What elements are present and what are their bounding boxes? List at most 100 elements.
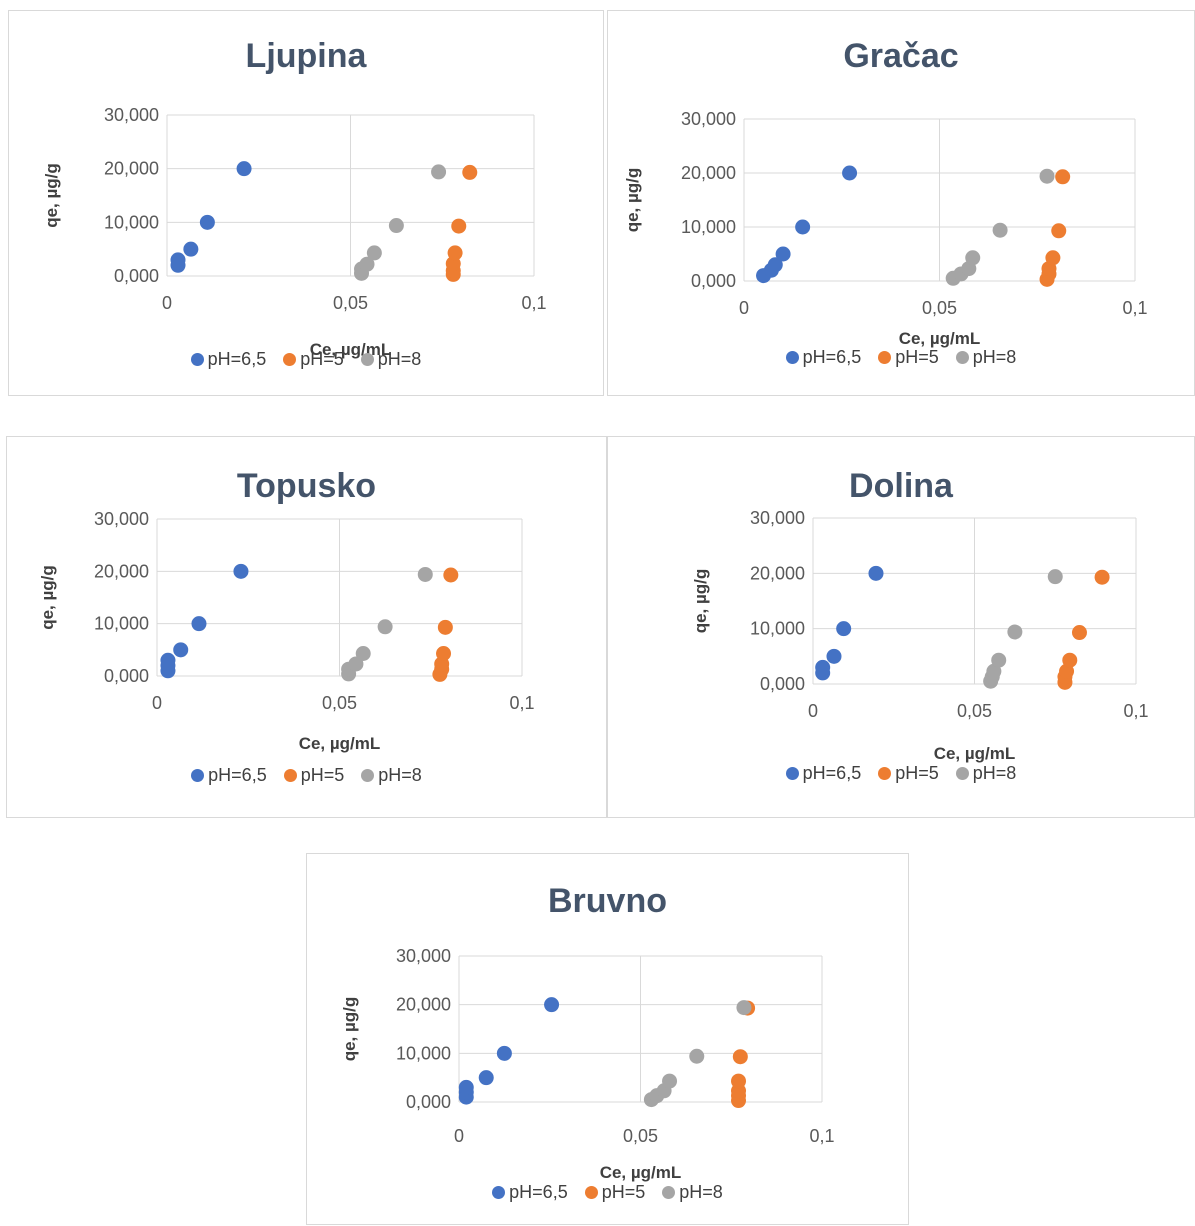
data-point bbox=[377, 619, 393, 635]
legend: pH=6,5 pH=5 pH=8 bbox=[608, 763, 1194, 784]
data-point bbox=[170, 252, 186, 268]
chart-panel-bruvno: Bruvno 0,000 10,000 20,000 30,000 0 0,05 0,1 Ce… bbox=[306, 853, 909, 1225]
data-point bbox=[355, 645, 371, 661]
x-tick-label: 0,1 bbox=[509, 693, 534, 713]
y-axis-title: qe, µg/g bbox=[42, 163, 61, 228]
legend-item-ph8: pH=8 bbox=[955, 763, 1016, 784]
legend-marker-ph8 bbox=[955, 351, 969, 364]
y-tick-label: 30,000 bbox=[750, 508, 805, 528]
legend-marker-ph5 bbox=[878, 767, 892, 780]
data-point bbox=[1047, 569, 1063, 585]
data-point bbox=[173, 642, 189, 658]
plot-area: 0,000 10,000 20,000 30,000 0 0,05 0,1 Ce, µg/mL… bbox=[623, 109, 1148, 348]
x-axis-title: Ce, µg/mL bbox=[299, 734, 381, 753]
chart-panel-gracac: Gračac 0,000 10,000 20,000 30,000 0 0,05 0,1 Ce… bbox=[607, 10, 1195, 396]
y-tick-label: 10,000 bbox=[396, 1043, 451, 1063]
data-point bbox=[437, 619, 453, 635]
x-tick-label: 0,05 bbox=[623, 1126, 658, 1146]
legend-marker-ph65 bbox=[785, 767, 799, 780]
y-tick-label: 20,000 bbox=[94, 561, 149, 581]
y-tick-label: 30,000 bbox=[681, 109, 736, 129]
legend-item-ph65: pH=6,5 bbox=[191, 765, 267, 786]
x-tick-label: 0 bbox=[152, 693, 162, 713]
legend-marker-ph65 bbox=[785, 351, 799, 364]
legend-item-ph5: pH=5 bbox=[584, 1182, 645, 1203]
data-point bbox=[478, 1070, 494, 1086]
data-point bbox=[436, 645, 452, 661]
data-point bbox=[992, 222, 1008, 238]
chart-title: Gračac bbox=[843, 37, 959, 75]
plot-area: 0,000 10,000 20,000 30,000 0 0,05 0,1 Ce, µg/mL… bbox=[38, 509, 535, 753]
legend-item-ph5: pH=5 bbox=[878, 763, 939, 784]
data-point bbox=[431, 164, 447, 180]
data-point bbox=[662, 1073, 678, 1089]
data-point bbox=[348, 656, 364, 672]
data-point bbox=[462, 164, 478, 180]
legend-marker-ph5 bbox=[878, 351, 892, 364]
y-axis-title: qe, µg/g bbox=[340, 997, 359, 1062]
legend-item-ph5: pH=5 bbox=[878, 347, 939, 368]
y-axis-title: qe, µg/g bbox=[691, 569, 710, 634]
x-tick-label: 0 bbox=[739, 298, 749, 318]
plot-area: 0,000 10,000 20,000 30,000 0 0,05 0,1 Ce, µg/mL… bbox=[340, 946, 835, 1182]
x-tick-label: 0,1 bbox=[809, 1126, 834, 1146]
legend-marker-ph8 bbox=[360, 353, 374, 366]
legend-marker-ph8 bbox=[955, 767, 969, 780]
y-tick-label: 10,000 bbox=[681, 217, 736, 237]
legend-marker-ph65 bbox=[492, 1186, 506, 1199]
legend-marker-ph8 bbox=[662, 1186, 676, 1199]
y-tick-label: 20,000 bbox=[750, 563, 805, 583]
x-axis-title: Ce, µg/mL bbox=[934, 744, 1016, 763]
data-point bbox=[991, 652, 1007, 668]
legend: pH=6,5 pH=5 pH=8 bbox=[307, 1182, 908, 1203]
data-point bbox=[1039, 168, 1055, 184]
legend-item-ph8: pH=8 bbox=[360, 349, 421, 370]
chart-panel-dolina: Dolina 0,000 10,000 20,000 30,000 0 0,05 0,1 Ce… bbox=[607, 436, 1195, 818]
y-tick-label: 20,000 bbox=[681, 163, 736, 183]
plot-area: 0,000 10,000 20,000 30,000 0 0,05 0,1 Ce, µg/mL… bbox=[691, 508, 1149, 763]
x-axis-title: Ce, µg/mL bbox=[600, 1163, 682, 1182]
legend-marker-ph65 bbox=[191, 769, 205, 782]
y-tick-label: 0,000 bbox=[406, 1092, 451, 1112]
legend-marker-ph5 bbox=[584, 1186, 598, 1199]
y-tick-label: 10,000 bbox=[104, 212, 159, 232]
data-point bbox=[732, 1049, 748, 1065]
y-tick-label: 10,000 bbox=[94, 614, 149, 634]
legend-marker-ph8 bbox=[361, 769, 375, 782]
y-tick-label: 30,000 bbox=[396, 946, 451, 966]
data-point bbox=[815, 659, 831, 675]
data-point bbox=[1051, 223, 1067, 239]
legend-item-ph8: pH=8 bbox=[662, 1182, 723, 1203]
legend-item-ph65: pH=6,5 bbox=[785, 763, 861, 784]
data-point bbox=[736, 1000, 752, 1016]
legend-item-ph65: pH=6,5 bbox=[785, 347, 861, 368]
chart-panel-topusko: Topusko 0,000 10,000 20,000 30,000 0 0,05 0,1 C… bbox=[6, 436, 607, 818]
y-axis-title: qe, µg/g bbox=[623, 168, 642, 233]
data-point bbox=[388, 218, 404, 234]
data-point bbox=[1045, 250, 1061, 266]
chart-title: Topusko bbox=[236, 467, 377, 505]
legend-item-ph5: pH=5 bbox=[283, 765, 344, 786]
data-point bbox=[731, 1073, 747, 1089]
chart-title: Bruvno bbox=[548, 882, 667, 920]
y-tick-label: 0,000 bbox=[691, 271, 736, 291]
legend-item-ph65: pH=6,5 bbox=[190, 349, 266, 370]
data-point bbox=[366, 245, 382, 261]
x-tick-label: 0,05 bbox=[333, 293, 368, 313]
x-axis-title: Ce, µg/mL bbox=[899, 329, 981, 348]
legend: pH=6,5 pH=5 pH=8 bbox=[608, 347, 1194, 368]
x-tick-label: 0 bbox=[454, 1126, 464, 1146]
x-tick-label: 0,05 bbox=[922, 298, 957, 318]
data-point bbox=[458, 1079, 474, 1095]
x-tick-label: 0,05 bbox=[322, 693, 357, 713]
y-tick-label: 30,000 bbox=[104, 105, 159, 125]
y-tick-label: 0,000 bbox=[104, 666, 149, 686]
data-point bbox=[1094, 569, 1110, 585]
data-point bbox=[417, 566, 433, 582]
data-point bbox=[199, 214, 215, 230]
legend-item-ph8: pH=8 bbox=[955, 347, 1016, 368]
legend-item-ph65: pH=6,5 bbox=[492, 1182, 568, 1203]
x-tick-label: 0,1 bbox=[521, 293, 546, 313]
data-point bbox=[1055, 169, 1071, 185]
data-point bbox=[868, 565, 884, 581]
